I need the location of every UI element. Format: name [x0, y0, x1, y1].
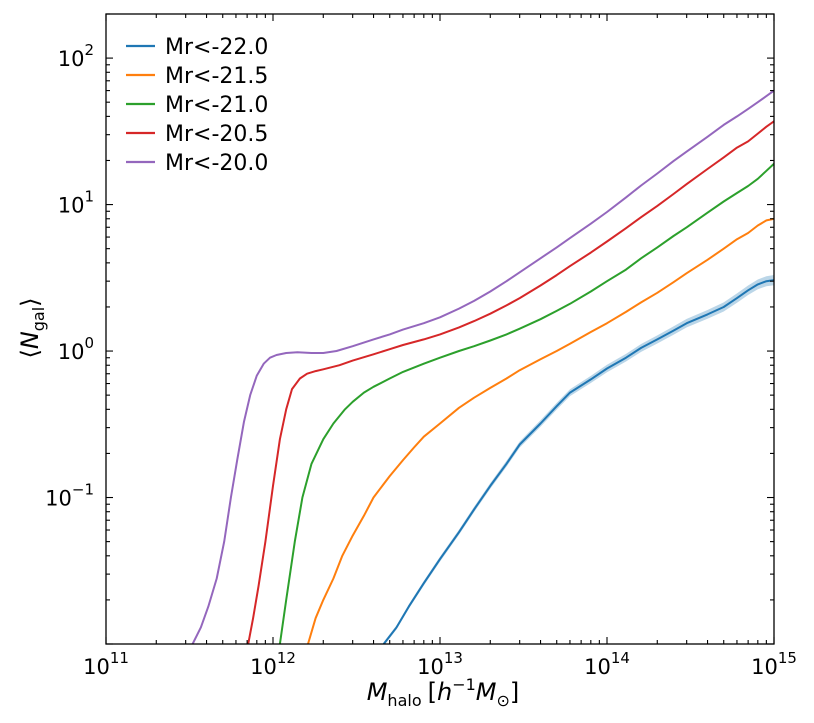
legend-item-4: Mr<-20.0 — [126, 151, 268, 176]
y-tick-label: 10−1 — [45, 481, 94, 511]
series-band-0 — [383, 275, 774, 644]
legend-item-1: Mr<-21.5 — [126, 64, 268, 89]
series-line-4 — [191, 89, 774, 644]
x-tick-label: 1014 — [584, 649, 630, 679]
x-tick-label: 1012 — [250, 649, 296, 679]
x-tick-label: 1015 — [751, 649, 797, 679]
series-line-3 — [247, 120, 774, 644]
x-tick-label: 1011 — [83, 649, 129, 679]
legend-label: Mr<-22.0 — [165, 35, 268, 60]
y-tick-label: 101 — [58, 188, 94, 218]
series-lines — [191, 89, 774, 644]
y-tick-label: 102 — [58, 41, 94, 71]
x-tick-label: 1013 — [417, 649, 463, 679]
axis-ticks: 1011 1012 1013 1014 1015 10−1 100 101 102 — [45, 13, 797, 679]
x-axis-label: Mhalo [h−1M⊙] — [367, 675, 520, 710]
y-tick-label: 100 — [58, 334, 94, 364]
legend-item-0: Mr<-22.0 — [126, 35, 268, 60]
series-line-0 — [382, 279, 774, 644]
legend-label: Mr<-20.0 — [165, 151, 268, 176]
series-line-1 — [307, 217, 774, 644]
legend-label: Mr<-21.5 — [165, 64, 268, 89]
legend-label: Mr<-20.5 — [165, 122, 268, 147]
y-axis-label: ⟨Ngal⟩ — [16, 297, 48, 358]
legend-item-2: Mr<-21.0 — [126, 93, 268, 118]
legend-item-3: Mr<-20.5 — [126, 122, 268, 147]
series-line-2 — [278, 162, 774, 644]
series-bands — [383, 275, 774, 644]
legend-label: Mr<-21.0 — [165, 93, 268, 118]
legend: Mr<-22.0 Mr<-21.5 Mr<-21.0 Mr<-20.5 Mr<-20.0 — [126, 35, 268, 176]
